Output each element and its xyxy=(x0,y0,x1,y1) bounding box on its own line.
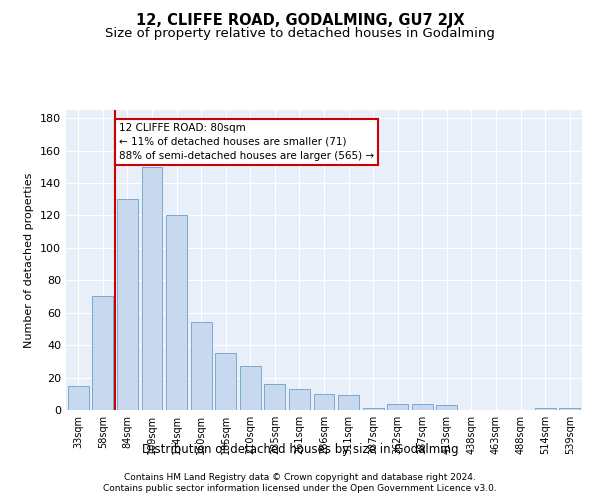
Bar xyxy=(387,404,408,410)
Bar xyxy=(68,386,89,410)
Bar xyxy=(559,408,580,410)
Bar xyxy=(142,167,163,410)
Text: 12, CLIFFE ROAD, GODALMING, GU7 2JX: 12, CLIFFE ROAD, GODALMING, GU7 2JX xyxy=(136,12,464,28)
Bar xyxy=(191,322,212,410)
Bar xyxy=(314,394,334,410)
Text: Contains public sector information licensed under the Open Government Licence v3: Contains public sector information licen… xyxy=(103,484,497,493)
Bar xyxy=(362,408,383,410)
Text: Distribution of detached houses by size in Godalming: Distribution of detached houses by size … xyxy=(142,442,458,456)
Bar xyxy=(289,389,310,410)
Text: Size of property relative to detached houses in Godalming: Size of property relative to detached ho… xyxy=(105,28,495,40)
Bar xyxy=(240,366,261,410)
Bar xyxy=(92,296,113,410)
Bar xyxy=(535,408,556,410)
Bar xyxy=(436,405,457,410)
Text: 12 CLIFFE ROAD: 80sqm
← 11% of detached houses are smaller (71)
88% of semi-deta: 12 CLIFFE ROAD: 80sqm ← 11% of detached … xyxy=(119,123,374,161)
Bar xyxy=(117,199,138,410)
Bar xyxy=(215,353,236,410)
Y-axis label: Number of detached properties: Number of detached properties xyxy=(25,172,34,348)
Bar xyxy=(412,404,433,410)
Bar xyxy=(166,216,187,410)
Bar xyxy=(338,396,359,410)
Text: Contains HM Land Registry data © Crown copyright and database right 2024.: Contains HM Land Registry data © Crown c… xyxy=(124,472,476,482)
Bar xyxy=(265,384,286,410)
